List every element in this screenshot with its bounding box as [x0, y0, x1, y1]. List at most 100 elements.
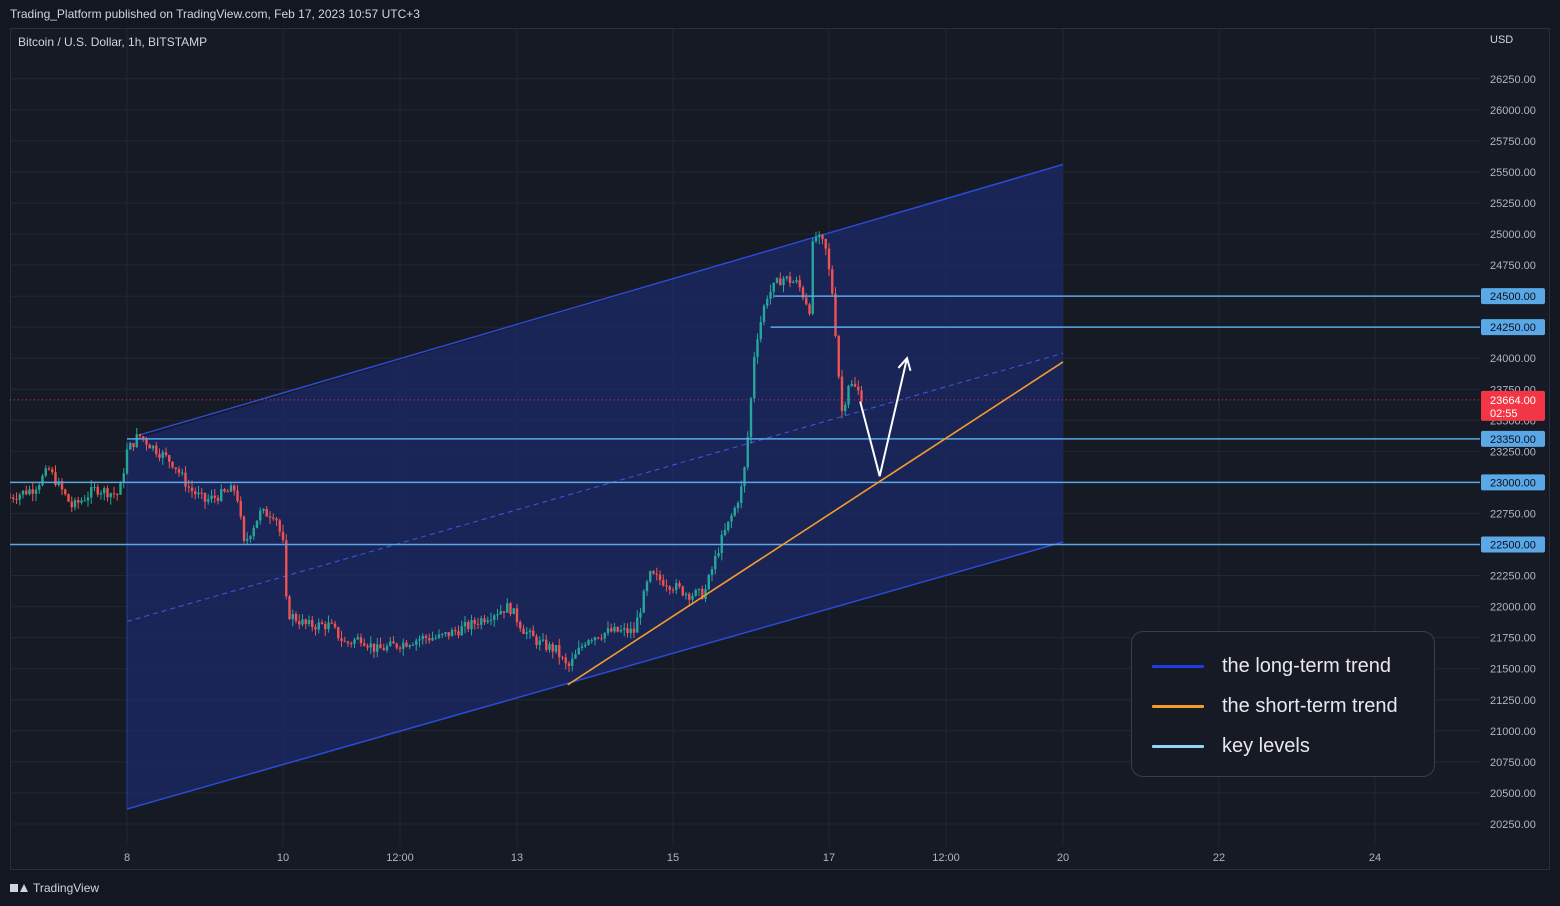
candle-body: [857, 386, 860, 391]
candle-body: [220, 489, 223, 501]
candle-body: [434, 637, 437, 639]
candle-body: [207, 499, 210, 502]
candle-body: [80, 500, 83, 503]
y-tick-label: 21750.00: [1490, 633, 1536, 645]
candle-body: [623, 628, 626, 630]
candle-body: [548, 644, 551, 650]
candle-body: [54, 472, 57, 486]
candle-body: [415, 640, 418, 645]
y-tick-label: 22750.00: [1490, 508, 1536, 520]
candle-body: [805, 297, 808, 305]
candle-body: [327, 622, 330, 630]
y-tick-label: 20500.00: [1490, 788, 1536, 800]
candle-body: [112, 493, 116, 495]
candle-body: [28, 489, 31, 495]
candle-body: [489, 619, 493, 621]
candle-body: [151, 445, 155, 449]
candle-body: [782, 278, 785, 286]
candles: [10, 231, 863, 672]
candle-body: [226, 491, 229, 493]
candle-body: [138, 434, 142, 437]
candle-body: [746, 437, 749, 468]
candle-body: [281, 531, 285, 541]
candle-body: [405, 642, 408, 647]
candle-body: [749, 398, 753, 438]
key-level-tag-label: 24250.00: [1490, 322, 1536, 334]
candle-body: [723, 530, 727, 536]
key-level-tag: [1481, 288, 1545, 305]
candle-body: [171, 461, 174, 468]
candle-body: [18, 494, 21, 500]
candle-body: [831, 269, 834, 294]
candle-body: [210, 495, 213, 500]
candle-body: [694, 589, 697, 596]
projection-path: [859, 357, 908, 477]
candle-body: [678, 583, 681, 587]
candle-body: [197, 492, 200, 495]
plot-area: [10, 163, 1480, 810]
currency-label: USD: [1490, 34, 1514, 46]
candle-body: [538, 640, 541, 645]
candle-body: [649, 571, 652, 582]
last-price-value: 23664.00: [1490, 395, 1536, 407]
candle-body: [320, 622, 324, 624]
candle-body: [743, 467, 746, 487]
candle-body: [34, 489, 38, 494]
candle-body: [174, 467, 177, 470]
candle-body: [249, 536, 252, 539]
candle-body: [616, 626, 619, 632]
candle-body: [642, 591, 645, 613]
candle-body: [762, 305, 766, 323]
legend-label: the long-term trend: [1222, 654, 1391, 677]
x-tick-label: 10: [277, 852, 289, 864]
candle-body: [740, 486, 743, 503]
symbol-title[interactable]: Bitcoin / U.S. Dollar, 1h, BITSTAMP: [18, 35, 208, 49]
candle-body: [70, 501, 73, 508]
long-term-channel-fill: [127, 164, 1063, 810]
candle-body: [655, 573, 658, 575]
candle-body: [697, 588, 701, 590]
candle-body: [402, 642, 405, 649]
y-tick-label: 21500.00: [1490, 664, 1536, 676]
candle-body: [668, 586, 671, 590]
candle-body: [259, 510, 262, 521]
candle-body: [610, 628, 613, 632]
x-tick-label: 22: [1213, 852, 1225, 864]
brand-name[interactable]: TradingView: [33, 881, 100, 895]
candle-body: [564, 657, 567, 664]
candle-body: [278, 520, 281, 532]
candle-body: [246, 538, 249, 541]
candle-body: [109, 493, 112, 498]
candle-body: [359, 637, 363, 644]
candle-body: [860, 390, 863, 402]
y-tick-label: 20750.00: [1490, 757, 1536, 769]
x-tick-label: 17: [823, 852, 835, 864]
candle-body: [324, 623, 327, 630]
candle-body: [350, 643, 353, 645]
candle-body: [285, 540, 288, 597]
candle-body: [96, 486, 99, 495]
candle-body: [73, 500, 77, 508]
candle-body: [158, 454, 161, 458]
candle-body: [759, 322, 762, 340]
candle-body: [827, 248, 831, 270]
x-tick-label: 13: [511, 852, 523, 864]
candle-body: [444, 632, 447, 634]
candle-body: [307, 620, 311, 624]
candle-body: [486, 620, 489, 623]
channel-mid-line: [126, 352, 1064, 622]
key-level-tag-label: 23000.00: [1490, 477, 1536, 489]
candle-body: [457, 631, 460, 636]
candle-body: [395, 643, 398, 648]
candle-body: [77, 500, 80, 503]
candle-body: [60, 481, 64, 490]
y-tick-label: 25000.00: [1490, 229, 1536, 241]
candle-body: [353, 639, 356, 644]
x-tick-label: 8: [124, 852, 130, 864]
candle-body: [38, 485, 41, 490]
candle-body: [528, 630, 532, 633]
candle-body: [64, 489, 67, 495]
candle-body: [10, 497, 12, 499]
tradingview-logo-icon[interactable]: [10, 883, 28, 893]
